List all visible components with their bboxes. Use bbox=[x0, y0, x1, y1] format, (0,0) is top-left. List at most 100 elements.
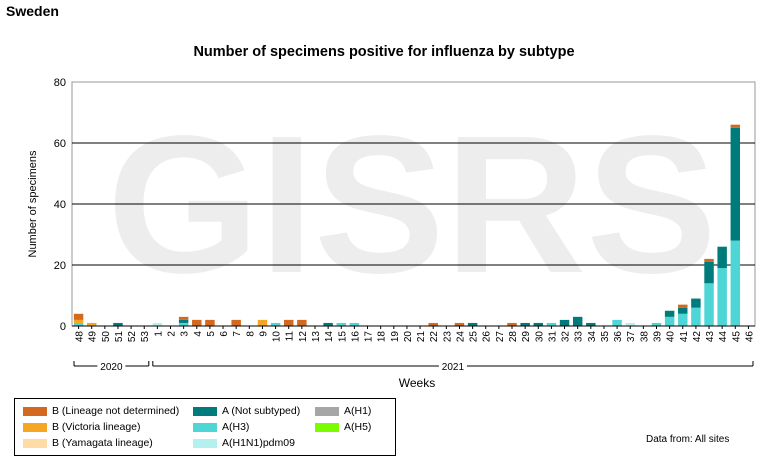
bar-segment bbox=[730, 127, 741, 241]
legend-item-b-victoria: B (Victoria lineage) bbox=[23, 421, 141, 433]
legend-item-b-yamagata: B (Yamagata lineage) bbox=[23, 437, 153, 449]
x-tick-label: 26 bbox=[482, 331, 493, 343]
bar-segment bbox=[546, 322, 557, 326]
x-tick-label: 13 bbox=[311, 331, 322, 343]
bar-segment bbox=[651, 322, 662, 326]
legend-swatch bbox=[193, 422, 217, 432]
legend-item-b-lineage-not-determined: B (Lineage not determined) bbox=[23, 405, 179, 417]
bar-segment bbox=[86, 322, 97, 326]
bar-segment bbox=[691, 298, 701, 308]
bar-segment bbox=[704, 258, 714, 262]
x-tick-label: 40 bbox=[666, 331, 677, 343]
bar-segment bbox=[717, 246, 727, 269]
bar-segment bbox=[113, 322, 123, 326]
bar-segment bbox=[349, 322, 360, 326]
bar-segment bbox=[559, 319, 570, 326]
x-tick-label: 51 bbox=[114, 331, 125, 343]
x-tick-label: 4 bbox=[193, 331, 204, 337]
bar-segment bbox=[192, 319, 202, 326]
x-tick-label: 18 bbox=[377, 331, 388, 343]
x-tick-label: 33 bbox=[574, 331, 585, 343]
x-tick-label: 23 bbox=[442, 331, 453, 343]
bar-segment bbox=[586, 322, 596, 326]
x-axis-label: Weeks bbox=[399, 376, 435, 390]
x-tick-label: 21 bbox=[416, 331, 427, 343]
x-tick-label: 1 bbox=[153, 331, 164, 337]
bar-segment bbox=[572, 316, 583, 326]
x-tick-label: 3 bbox=[180, 331, 191, 337]
x-tick-label: 28 bbox=[508, 331, 519, 343]
data-source-note: Data from: All sites bbox=[646, 434, 730, 445]
year-label: 2021 bbox=[442, 362, 465, 373]
bar-segment bbox=[283, 319, 294, 326]
chart-title: Number of specimens positive for influen… bbox=[193, 44, 575, 60]
legend-label: A(H1) bbox=[344, 405, 372, 417]
x-tick-label: 16 bbox=[350, 331, 361, 343]
x-tick-label: 27 bbox=[495, 331, 506, 343]
bar-segment bbox=[73, 313, 84, 320]
bar-segment bbox=[270, 322, 281, 326]
y-axis-label: Number of specimens bbox=[27, 150, 39, 257]
x-tick-label: 48 bbox=[75, 331, 86, 343]
bar-segment bbox=[678, 304, 688, 308]
bar-segment bbox=[678, 313, 688, 326]
x-tick-label: 2 bbox=[167, 331, 178, 337]
x-tick-label: 46 bbox=[744, 331, 755, 343]
legend-label: B (Victoria lineage) bbox=[52, 421, 141, 433]
bar-segment bbox=[691, 307, 701, 326]
x-tick-label: 44 bbox=[718, 331, 729, 343]
legend-swatch bbox=[315, 422, 339, 432]
bar-segment bbox=[507, 322, 517, 326]
legend-label: B (Yamagata lineage) bbox=[52, 437, 153, 449]
legend-item-a-h1n1pdm09: A(H1N1)pdm09 bbox=[193, 437, 295, 449]
x-tick-label: 29 bbox=[521, 331, 532, 343]
x-tick-label: 6 bbox=[219, 331, 230, 337]
x-tick-label: 11 bbox=[285, 331, 296, 342]
year-label: 2020 bbox=[100, 362, 123, 373]
legend-item-a-h1: A(H1) bbox=[315, 405, 371, 417]
country-title: Sweden bbox=[6, 3, 59, 19]
x-tick-label: 34 bbox=[587, 331, 598, 343]
legend-item-a-not-subtyped: A (Not subtyped) bbox=[193, 405, 300, 417]
bar-segment bbox=[205, 319, 215, 326]
x-tick-label: 14 bbox=[324, 331, 335, 343]
bar-segment bbox=[73, 319, 84, 323]
bar-segment bbox=[73, 322, 84, 326]
x-tick-label: 22 bbox=[429, 331, 440, 343]
x-tick-label: 43 bbox=[705, 331, 716, 343]
bar-segment bbox=[178, 316, 189, 320]
x-tick-label: 8 bbox=[245, 331, 256, 337]
y-tick-label: 40 bbox=[54, 199, 66, 211]
x-tick-label: 42 bbox=[692, 331, 703, 343]
x-tick-label: 9 bbox=[258, 331, 269, 337]
bar-segment bbox=[178, 322, 189, 326]
gridlines bbox=[71, 81, 756, 327]
legend-swatch bbox=[193, 406, 217, 416]
legend-swatch bbox=[315, 406, 339, 416]
legend-label: B (Lineage not determined) bbox=[52, 405, 180, 417]
x-tick-label: 17 bbox=[364, 331, 375, 343]
legend-item-a-h5: A(H5) bbox=[315, 421, 371, 433]
x-tick-label: 53 bbox=[140, 331, 151, 343]
x-tick-label: 7 bbox=[232, 331, 243, 337]
legend-label: A(H5) bbox=[344, 421, 372, 433]
legend-swatch bbox=[23, 422, 47, 432]
y-tick-label: 60 bbox=[54, 138, 66, 150]
bar-segment bbox=[678, 307, 688, 314]
x-tick-label: 32 bbox=[561, 331, 572, 343]
bar-segment bbox=[323, 322, 333, 326]
bar-segment bbox=[231, 319, 241, 326]
y-tick-label: 0 bbox=[60, 321, 66, 333]
bar-segment bbox=[297, 319, 307, 326]
bar-segment bbox=[612, 319, 622, 326]
bar-segment bbox=[454, 322, 465, 326]
x-tick-label: 10 bbox=[272, 331, 283, 343]
bar-segment bbox=[533, 322, 544, 326]
bar-segment bbox=[178, 319, 189, 323]
x-tick-label: 52 bbox=[127, 331, 138, 343]
bar-segment bbox=[625, 322, 635, 326]
bar-segment bbox=[664, 316, 675, 326]
bar-segment bbox=[717, 268, 727, 326]
x-tick-label: 39 bbox=[652, 331, 663, 343]
